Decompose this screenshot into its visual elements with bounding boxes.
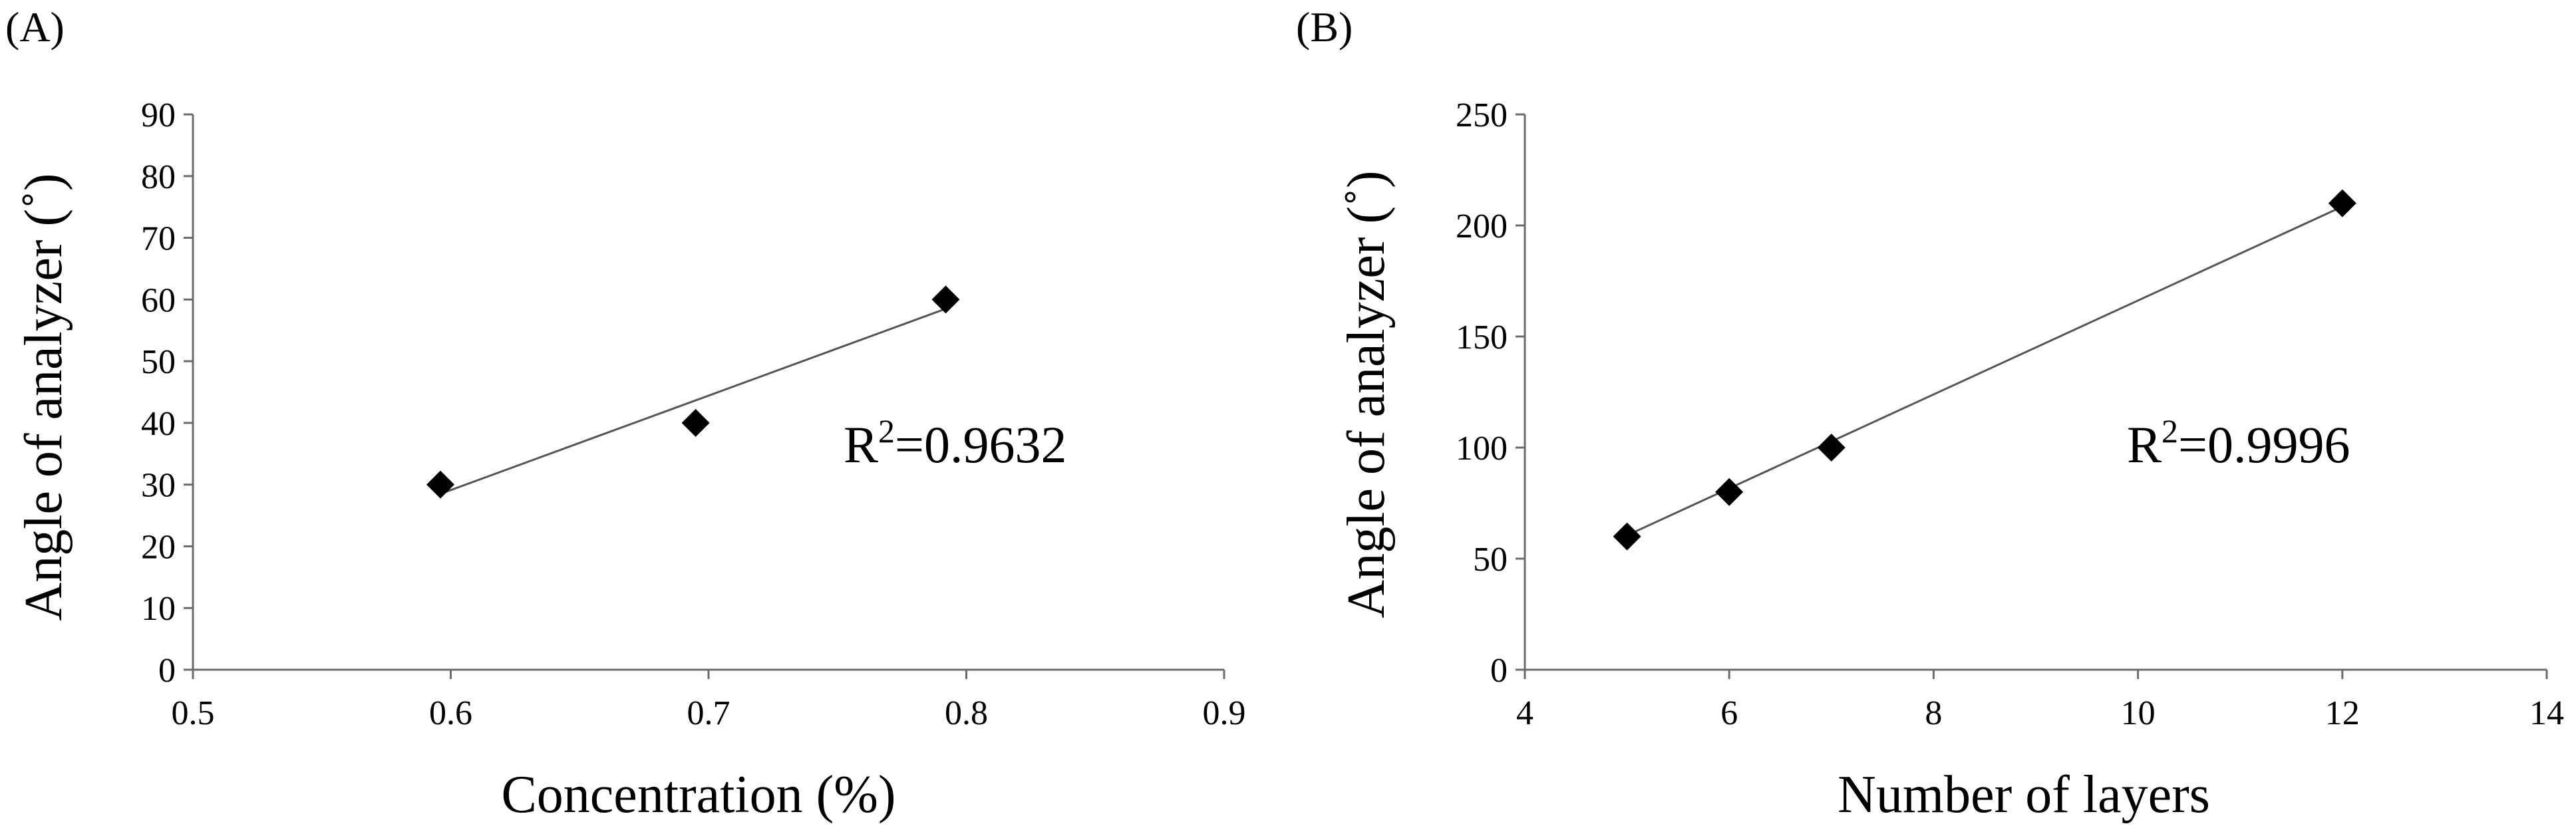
- panel-a-y-tick-label: 20: [141, 528, 176, 566]
- panel-b-y-tick-label: 150: [1456, 319, 1508, 356]
- panel-b-y-tick-label: 200: [1456, 208, 1508, 245]
- panel-b-x-ticks: 4 6 8 10 12 14: [1516, 670, 2564, 732]
- panel-a-y-tick-label: 90: [141, 96, 176, 134]
- panel-b-data-point: [2328, 189, 2356, 217]
- panel-a-x-tick-label: 0.5: [172, 694, 215, 732]
- panel-a-y-tick-label: 60: [141, 281, 176, 319]
- panel-a-x-tick-label: 0.6: [429, 694, 472, 732]
- panel-b-y-tick-label: 100: [1456, 430, 1508, 468]
- panel-b-r2-annotation: R2=0.9996: [2127, 412, 2350, 474]
- panel-a-x-tick-label: 0.9: [1203, 694, 1246, 732]
- panel-a-data-point: [426, 470, 454, 499]
- panel-b-x-axis-title: Number of layers: [1838, 765, 2210, 824]
- panel-b-label: (B): [1296, 3, 1353, 51]
- panel-b-x-tick-label: 4: [1516, 694, 1533, 732]
- panel-a-y-tick-label: 40: [141, 405, 176, 443]
- panel-b-data-point: [1715, 478, 1744, 506]
- panel-b-data-point: [1817, 434, 1846, 462]
- panel-a-r2-annotation: R2=0.9632: [844, 412, 1067, 474]
- panel-b-x-tick-label: 14: [2529, 694, 2564, 732]
- panel-a-y-tick-label: 50: [141, 343, 176, 381]
- panel-a-y-axis-title: Angle of analyzer (˚): [15, 174, 73, 621]
- panel-a-y-tick-label: 30: [141, 467, 176, 505]
- panel-a-y-ticks: 0 10 20 30 40 50 60 70 80 90: [141, 96, 193, 690]
- panel-a-data-point: [681, 408, 710, 437]
- panel-b-x-tick-label: 6: [1720, 694, 1738, 732]
- panel-b-data-point: [1613, 522, 1641, 551]
- panel-a-label: (A): [5, 3, 65, 51]
- panel-a-x-tick-label: 0.7: [687, 694, 730, 732]
- panel-a-x-axis-title: Concentration (%): [501, 765, 895, 824]
- panel-a-x-tick-label: 0.8: [945, 694, 988, 732]
- panel-b-x-tick-label: 12: [2325, 694, 2360, 732]
- panel-a-x-ticks: 0.5 0.6 0.7 0.8 0.9: [172, 670, 1246, 732]
- panel-a-y-tick-label: 80: [141, 158, 176, 196]
- panel-a-data-point: [931, 285, 960, 314]
- panel-b-points: [1613, 189, 2356, 551]
- panel-b-x-tick-label: 8: [1925, 694, 1942, 732]
- panel-b-x-tick-label: 10: [2121, 694, 2156, 732]
- panel-b-y-tick-label: 50: [1473, 541, 1508, 579]
- panel-b-y-ticks: 0 50 100 150 200 250: [1456, 96, 1525, 690]
- panel-a-trendline: [440, 307, 947, 495]
- panel-b-y-tick-label: 0: [1490, 652, 1508, 690]
- chart-panel-b: (B) 0 50 100 150 200 250 4 6 8 10 12 14 Angle of a…: [1296, 3, 2564, 824]
- panel-a-y-tick-label: 0: [158, 652, 176, 690]
- panel-b-trendline: [1626, 206, 2343, 537]
- panel-a-points: [426, 285, 960, 499]
- panel-a-y-tick-label: 10: [141, 590, 176, 628]
- panel-b-y-axis-title: Angle of analyzer (˚): [1337, 171, 1396, 619]
- panel-b-y-tick-label: 250: [1456, 96, 1508, 134]
- panel-a-y-tick-label: 70: [141, 220, 176, 258]
